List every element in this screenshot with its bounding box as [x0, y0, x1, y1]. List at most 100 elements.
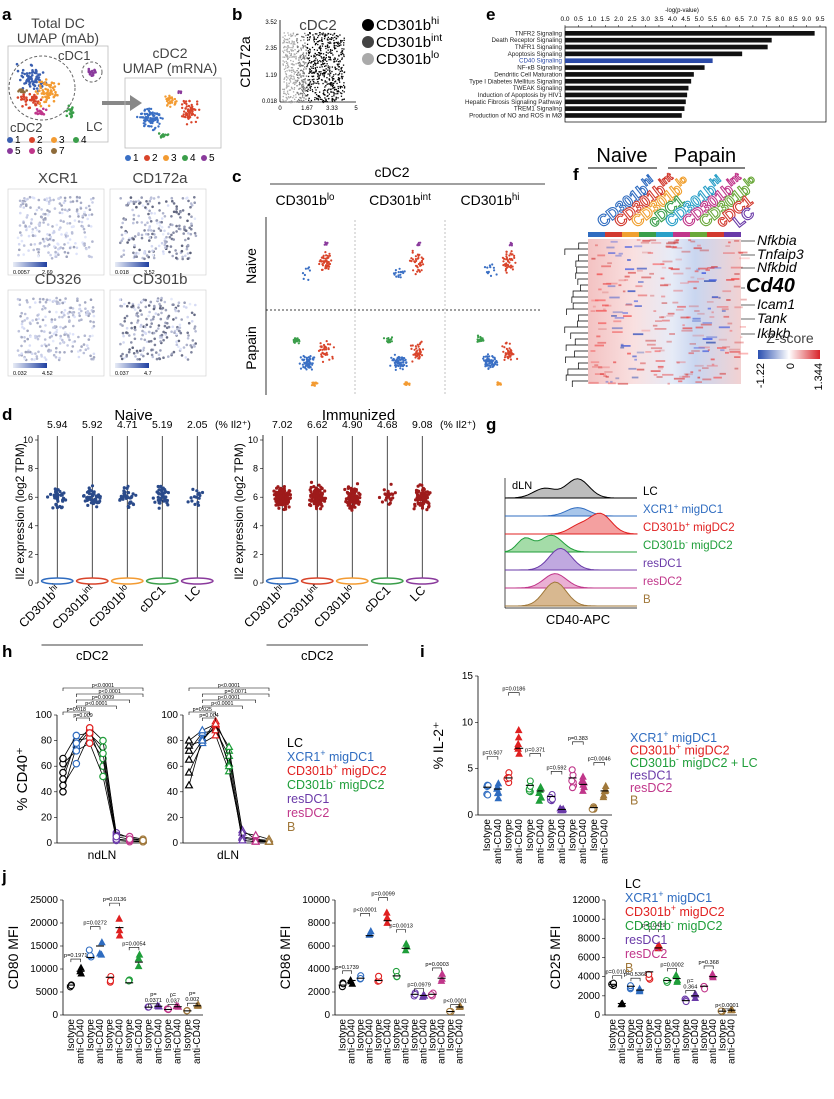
marker-max: 4.52	[42, 371, 53, 377]
marker-point	[33, 243, 37, 246]
il2-point	[413, 502, 417, 506]
scatter-b-point	[297, 51, 300, 53]
marker-point	[47, 200, 51, 204]
scatter-b-point	[322, 90, 325, 92]
scatter-b-point	[334, 47, 336, 49]
mfi-pvalue: p=0.0013	[389, 924, 413, 930]
mfi-xlabel: Isotype	[446, 1019, 457, 1052]
scatter-b-point	[293, 56, 295, 58]
marker-point	[119, 197, 122, 200]
marker-point	[168, 250, 171, 254]
scatter-b-point	[317, 35, 320, 37]
marker-point	[157, 244, 161, 248]
scatter-b-point	[287, 77, 289, 79]
marker-point	[133, 235, 137, 238]
cd40-pvalue: p<0.0001	[218, 695, 240, 701]
il2p-xlabel: anti-CD40	[514, 819, 525, 864]
scatter-b-point	[282, 64, 284, 66]
scatter-b-point	[317, 40, 320, 43]
marker-point	[172, 303, 175, 307]
legend-swatch	[125, 155, 131, 161]
scatter-b-point	[329, 41, 331, 43]
scatter-b-point	[327, 89, 329, 91]
marker-point	[68, 319, 71, 322]
heatmap-cell	[739, 326, 746, 328]
cd40-point	[125, 835, 134, 843]
scatter-b-point	[333, 95, 335, 97]
scatter-b-point	[338, 54, 340, 56]
marker-point	[63, 208, 67, 212]
panel-c-point	[508, 355, 511, 358]
marker-point	[141, 348, 144, 352]
mfi-bracket	[414, 988, 424, 992]
scatter-b-point	[339, 60, 341, 62]
scatter-b-point	[324, 81, 326, 83]
marker-point	[153, 343, 157, 347]
il2-point	[93, 500, 97, 504]
cd40-pvalue: p<0.0001	[99, 689, 121, 695]
il2-group-label: cDC2	[76, 648, 109, 663]
mfi-xlabel: Isotype	[699, 1019, 710, 1052]
marker-point	[178, 224, 181, 228]
marker-point	[92, 196, 95, 200]
marker-point	[193, 231, 197, 235]
panel-c-point	[496, 363, 499, 366]
scatter-b-point	[294, 43, 296, 45]
il2-point	[382, 488, 386, 492]
marker-point	[177, 227, 181, 230]
marker-point	[37, 223, 41, 226]
marker-point	[85, 247, 88, 251]
heatmap-cell	[655, 360, 666, 362]
il2-point	[122, 486, 126, 490]
marker-point	[136, 358, 139, 361]
heatmap-cell	[662, 260, 673, 263]
umap-mab-point	[38, 73, 42, 76]
scatter-b-point	[302, 44, 304, 46]
marker-point	[160, 217, 164, 220]
marker-point	[140, 236, 144, 240]
cd40-legend-label: CD301b+ migDC2	[287, 762, 387, 778]
marker-point	[45, 298, 49, 302]
panel-label-a: a	[2, 5, 12, 24]
marker-point	[129, 200, 133, 203]
panel-c-point	[325, 242, 328, 245]
panel-c-point	[477, 336, 480, 339]
panel-c-point	[303, 273, 306, 277]
histogram-title: dLN	[512, 480, 532, 492]
scatter-b-point	[325, 54, 327, 57]
bar-e-tick: 9.5	[815, 16, 824, 23]
mfi-xlabel: anti-CD40	[617, 1019, 628, 1064]
marker-point	[136, 315, 140, 318]
scatter-b-point	[287, 32, 289, 34]
scatter-b-point	[284, 77, 286, 79]
umap-mab-point	[44, 78, 48, 81]
il2p-point	[526, 782, 534, 790]
scatter-b-point	[285, 65, 287, 67]
scatter-b-point	[303, 54, 305, 56]
scatter-b-point	[316, 66, 318, 68]
scatter-b-point	[299, 96, 301, 99]
heatmap-cell	[701, 272, 706, 274]
scatter-b-point	[298, 57, 300, 59]
marker-point	[172, 318, 175, 321]
heatmap-cell	[598, 288, 602, 291]
umap-mab-point	[65, 114, 69, 118]
heatmap-cell	[627, 271, 636, 274]
scatter-b-point	[312, 71, 314, 73]
cd40-legend-label: LC	[287, 736, 303, 750]
heatmap-cell	[686, 316, 691, 319]
panel-c-point	[417, 263, 420, 266]
marker-point	[190, 346, 194, 349]
marker-point	[120, 239, 124, 242]
scatter-b-point	[320, 52, 323, 55]
panel-c-point	[414, 353, 417, 356]
mfi-xlabel: Isotype	[163, 1019, 174, 1052]
il2-point	[389, 482, 393, 486]
panel-c-point	[510, 244, 513, 247]
scatter-b-point	[334, 86, 336, 88]
scatter-b-point	[325, 65, 327, 67]
mfi-ytick: 0	[594, 1010, 600, 1021]
marker-point	[33, 358, 36, 361]
scatter-b-point	[327, 36, 329, 39]
